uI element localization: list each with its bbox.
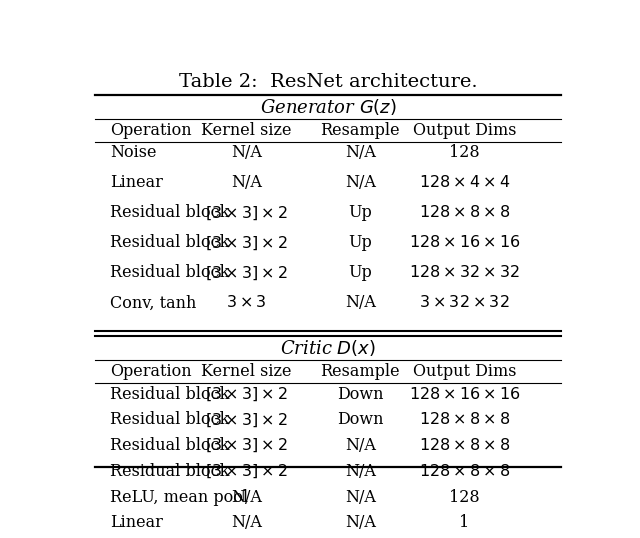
Text: Critic $D(x)$: Critic $D(x)$ (280, 338, 376, 358)
Text: $128 \times 8 \times 8$: $128 \times 8 \times 8$ (419, 204, 510, 221)
Text: Resample: Resample (321, 363, 400, 380)
Text: Linear: Linear (110, 174, 163, 192)
Text: N/A: N/A (345, 489, 376, 506)
Text: N/A: N/A (345, 144, 376, 161)
Text: Residual block: Residual block (110, 386, 229, 403)
Text: Resample: Resample (321, 122, 400, 139)
Text: N/A: N/A (345, 463, 376, 480)
Text: Output Dims: Output Dims (413, 363, 516, 380)
Text: $[3 \times 3] \times 2$: $[3 \times 3] \times 2$ (205, 234, 287, 252)
Text: N/A: N/A (345, 437, 376, 454)
Text: N/A: N/A (345, 174, 376, 192)
Text: Down: Down (337, 386, 383, 403)
Text: $128 \times 16 \times 16$: $128 \times 16 \times 16$ (409, 386, 520, 403)
Text: Output Dims: Output Dims (413, 122, 516, 139)
Text: Residual block: Residual block (110, 265, 229, 281)
Text: Residual block: Residual block (110, 463, 229, 480)
Text: ReLU, mean pool: ReLU, mean pool (110, 489, 248, 506)
Text: $[3 \times 3] \times 2$: $[3 \times 3] \times 2$ (205, 437, 287, 455)
Text: Noise: Noise (110, 144, 156, 161)
Text: N/A: N/A (345, 514, 376, 531)
Text: Operation: Operation (110, 363, 191, 380)
Text: Operation: Operation (110, 122, 191, 139)
Text: 1: 1 (460, 514, 470, 531)
Text: Up: Up (348, 235, 372, 251)
Text: 128: 128 (449, 489, 480, 506)
Text: $128 \times 8 \times 8$: $128 \times 8 \times 8$ (419, 463, 510, 480)
Text: N/A: N/A (345, 294, 376, 312)
Text: Conv, tanh: Conv, tanh (110, 294, 196, 312)
Text: Kernel size: Kernel size (201, 363, 291, 380)
Text: $128 \times 32 \times 32$: $128 \times 32 \times 32$ (409, 265, 520, 281)
Text: Linear: Linear (110, 514, 163, 531)
Text: 128: 128 (449, 144, 480, 161)
Text: Residual block: Residual block (110, 235, 229, 251)
Text: Kernel size: Kernel size (201, 122, 291, 139)
Text: Residual block: Residual block (110, 412, 229, 428)
Text: $[3 \times 3] \times 2$: $[3 \times 3] \times 2$ (205, 204, 287, 222)
Text: N/A: N/A (231, 514, 262, 531)
Text: $128 \times 4 \times 4$: $128 \times 4 \times 4$ (419, 174, 510, 192)
Text: Up: Up (348, 204, 372, 221)
Text: $128 \times 8 \times 8$: $128 \times 8 \times 8$ (419, 412, 510, 428)
Text: N/A: N/A (231, 489, 262, 506)
Text: Residual block: Residual block (110, 437, 229, 454)
Text: Down: Down (337, 412, 383, 428)
Text: $[3 \times 3] \times 2$: $[3 \times 3] \times 2$ (205, 463, 287, 480)
Text: $[3 \times 3] \times 2$: $[3 \times 3] \times 2$ (205, 386, 287, 403)
Text: $[3 \times 3] \times 2$: $[3 \times 3] \times 2$ (205, 264, 287, 281)
Text: Residual block: Residual block (110, 204, 229, 221)
Text: N/A: N/A (231, 174, 262, 192)
Text: Table 2:  ResNet architecture.: Table 2: ResNet architecture. (179, 73, 477, 91)
Text: $[3 \times 3] \times 2$: $[3 \times 3] \times 2$ (205, 411, 287, 429)
Text: $128 \times 16 \times 16$: $128 \times 16 \times 16$ (409, 235, 520, 251)
Text: $3 \times 3$: $3 \times 3$ (226, 294, 266, 312)
Text: $3 \times 32 \times 32$: $3 \times 32 \times 32$ (419, 294, 509, 312)
Text: Generator $G(z)$: Generator $G(z)$ (260, 97, 396, 117)
Text: Up: Up (348, 265, 372, 281)
Text: N/A: N/A (231, 144, 262, 161)
Text: $128 \times 8 \times 8$: $128 \times 8 \times 8$ (419, 437, 510, 454)
